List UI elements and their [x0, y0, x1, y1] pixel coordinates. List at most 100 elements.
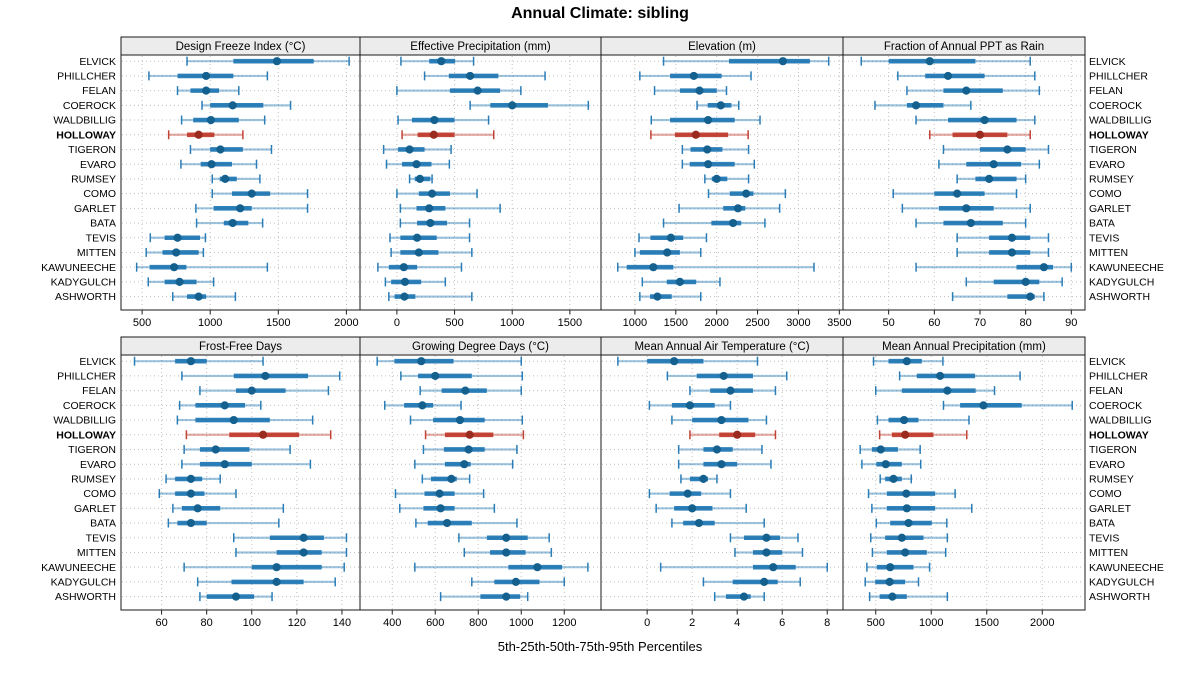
median-dot	[431, 371, 440, 381]
series-row	[196, 577, 336, 587]
series-row	[653, 86, 728, 96]
series-row	[171, 292, 237, 302]
site-label-left: ELVICK	[79, 356, 116, 368]
series-row	[421, 474, 471, 484]
series-row	[211, 189, 309, 199]
median-dot	[461, 386, 470, 395]
median-dot	[415, 174, 425, 183]
series-row	[176, 86, 240, 96]
x-tick-label: 1500	[558, 317, 582, 329]
median-dot	[1007, 248, 1017, 257]
series-row	[389, 233, 471, 243]
median-dot	[901, 430, 910, 439]
site-label-left: TEVIS	[86, 232, 116, 244]
x-tick-label: 90	[1065, 317, 1077, 329]
x-tick-label: 1000	[509, 617, 533, 629]
median-dot	[473, 86, 482, 95]
median-dot	[399, 263, 408, 272]
site-label-right: WALDBILLIG	[1089, 115, 1152, 127]
median-dot	[400, 292, 409, 301]
site-label-right: BATA	[1089, 518, 1115, 530]
median-dot	[888, 592, 897, 601]
x-tick-label: 4	[734, 617, 740, 629]
series-row	[680, 474, 718, 484]
series-row	[681, 159, 756, 169]
site-label-left: EVARO	[80, 159, 116, 171]
site-label-left: KAWUNEECHE	[41, 262, 116, 274]
panel-body	[600, 54, 844, 311]
x-tick-label: 2000	[1030, 617, 1054, 629]
median-dot	[953, 189, 962, 198]
series-row	[897, 71, 1036, 81]
series-row	[414, 562, 589, 572]
median-dot	[653, 292, 662, 301]
series-row	[965, 277, 1063, 287]
series-row	[199, 592, 273, 602]
panel-body	[120, 354, 361, 611]
median-dot	[733, 430, 742, 439]
median-dot	[691, 130, 700, 139]
panel-title: Mean Annual Precipitation (mm)	[882, 341, 1046, 353]
median-dot	[666, 233, 676, 242]
median-dot	[508, 101, 517, 110]
site-label-right: RUMSEY	[1089, 174, 1134, 186]
median-dot	[717, 460, 726, 469]
series-row	[898, 371, 1021, 381]
series-row	[399, 503, 496, 513]
x-tick-label: 500	[445, 317, 463, 329]
median-dot	[228, 218, 237, 228]
series-row	[439, 592, 529, 602]
series-row	[183, 562, 345, 572]
median-dot	[716, 101, 725, 110]
series-row	[458, 533, 550, 543]
x-tick-label: 80	[201, 617, 213, 629]
median-dot	[881, 460, 890, 469]
site-label-left: PHILLCHER	[57, 71, 116, 83]
median-dot	[885, 577, 894, 586]
site-label-left: GARLET	[74, 503, 117, 515]
site-label-right: TEVIS	[1089, 232, 1119, 244]
series-row	[689, 386, 777, 396]
x-tick-label: 1500	[975, 617, 999, 629]
median-dot	[966, 218, 975, 228]
series-row	[942, 144, 1050, 154]
site-label-left: COMO	[83, 188, 116, 200]
median-dot	[207, 160, 216, 169]
series-row	[874, 100, 972, 110]
series-row	[133, 356, 264, 366]
x-tick-label: 6	[779, 617, 785, 629]
median-dot	[511, 577, 520, 586]
median-dot	[769, 563, 778, 572]
median-dot	[211, 445, 220, 454]
panel-body	[120, 54, 361, 311]
median-dot	[221, 174, 230, 183]
site-label-left: RUMSEY	[71, 474, 116, 486]
median-dot	[703, 145, 712, 154]
series-row	[867, 489, 956, 499]
median-dot	[502, 548, 511, 557]
median-dot	[685, 401, 695, 410]
median-dot	[173, 233, 182, 242]
median-dot	[466, 71, 475, 81]
panel-title: Fraction of Annual PPT as Rain	[884, 41, 1044, 53]
series-row	[868, 592, 949, 602]
median-dot	[194, 130, 203, 139]
median-dot	[699, 474, 708, 483]
site-label-right: ASHWORTH	[1089, 291, 1150, 303]
median-dot	[272, 57, 282, 66]
x-tick-label: 140	[333, 617, 351, 629]
site-label-left: TIGERON	[68, 144, 116, 156]
site-label-right: FELAN	[1089, 85, 1123, 97]
series-row	[942, 400, 1073, 410]
series-row	[892, 189, 1018, 199]
median-dot	[228, 101, 237, 110]
series-row	[875, 518, 948, 528]
median-dot	[762, 533, 771, 542]
site-label-right: ASHWORTH	[1089, 591, 1150, 603]
site-label-left: KADYGULCH	[51, 576, 116, 588]
series-row	[400, 371, 524, 381]
series-row	[681, 144, 750, 154]
series-row	[167, 518, 280, 528]
series-row	[641, 277, 721, 287]
series-row	[879, 474, 913, 484]
